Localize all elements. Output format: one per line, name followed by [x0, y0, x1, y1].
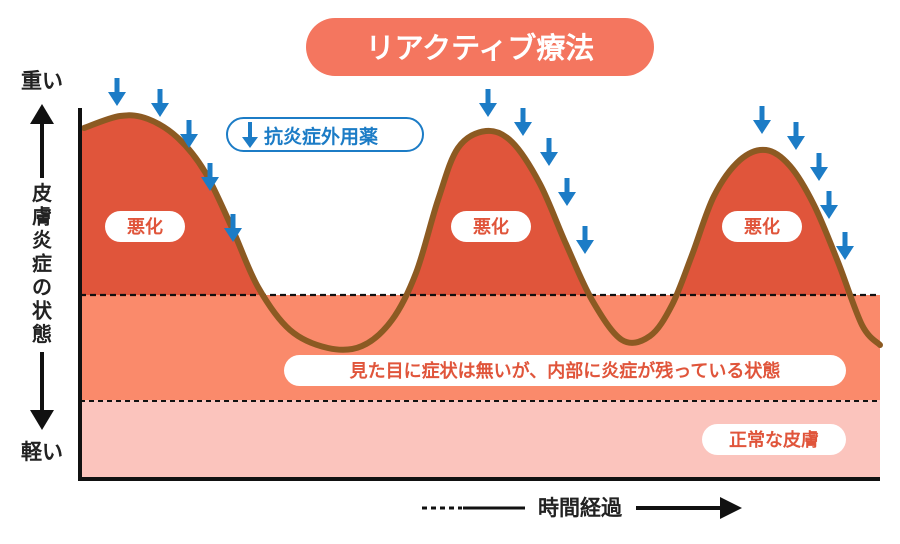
y-axis-middle-char: 症 — [32, 252, 52, 276]
x-axis-label: 時間経過 — [538, 496, 623, 520]
down-arrow-icon — [753, 106, 771, 134]
y-axis-middle-char: 状 — [32, 299, 53, 323]
legend-label: 抗炎症外用薬 — [264, 125, 378, 148]
down-arrow-icon — [820, 191, 838, 219]
y-axis-middle-char: の — [32, 275, 52, 299]
y-axis-middle-char: 炎 — [32, 228, 52, 252]
svg-text:悪化: 悪化 — [473, 216, 509, 238]
down-arrow-icon — [576, 226, 594, 254]
peak-label-2: 悪化 — [451, 211, 531, 242]
x-axis-arrow — [636, 497, 742, 519]
down-arrow-icon — [514, 108, 532, 136]
down-arrow-icon — [479, 89, 497, 117]
y-axis-middle-char: 膚 — [32, 205, 52, 229]
middle-band-label: 見た目に症状は無いが、内部に炎症が残っている状態 — [349, 360, 781, 382]
down-arrow-icon — [242, 122, 258, 148]
y-axis-middle-char: 態 — [32, 322, 52, 346]
down-arrow-icon — [108, 78, 126, 106]
down-arrow-icon — [151, 89, 169, 117]
medication-arrows — [108, 78, 854, 260]
down-arrow-icon — [201, 163, 219, 191]
legend-box — [226, 117, 424, 152]
y-axis-arrow-up — [30, 104, 54, 178]
peak-fill — [80, 115, 851, 295]
bottom-band-label-pill — [702, 424, 846, 455]
down-arrow-icon — [224, 214, 242, 242]
y-axis-top-label: 重い — [21, 69, 63, 93]
svg-text:悪化: 悪化 — [744, 216, 780, 238]
down-arrow-icon — [787, 122, 805, 150]
down-arrow-icon — [540, 138, 558, 166]
middle-band-label-pill — [284, 355, 846, 386]
bottom-band-label: 正常な皮膚 — [729, 429, 819, 451]
down-arrow-icon — [558, 178, 576, 206]
peak-label-3: 悪化 — [722, 211, 802, 242]
down-arrow-icon — [836, 232, 854, 260]
down-arrow-icon — [810, 153, 828, 181]
down-arrow-icon — [180, 120, 198, 148]
title-pill — [306, 18, 654, 76]
peak-label-1: 悪化 — [105, 211, 185, 242]
page-title: リアクティブ療法 — [366, 31, 595, 65]
svg-text:悪化: 悪化 — [127, 216, 163, 238]
y-axis-bottom-label: 軽い — [21, 440, 63, 464]
y-axis-arrow-down — [30, 352, 54, 430]
y-axis-middle-char: 皮 — [32, 181, 52, 205]
